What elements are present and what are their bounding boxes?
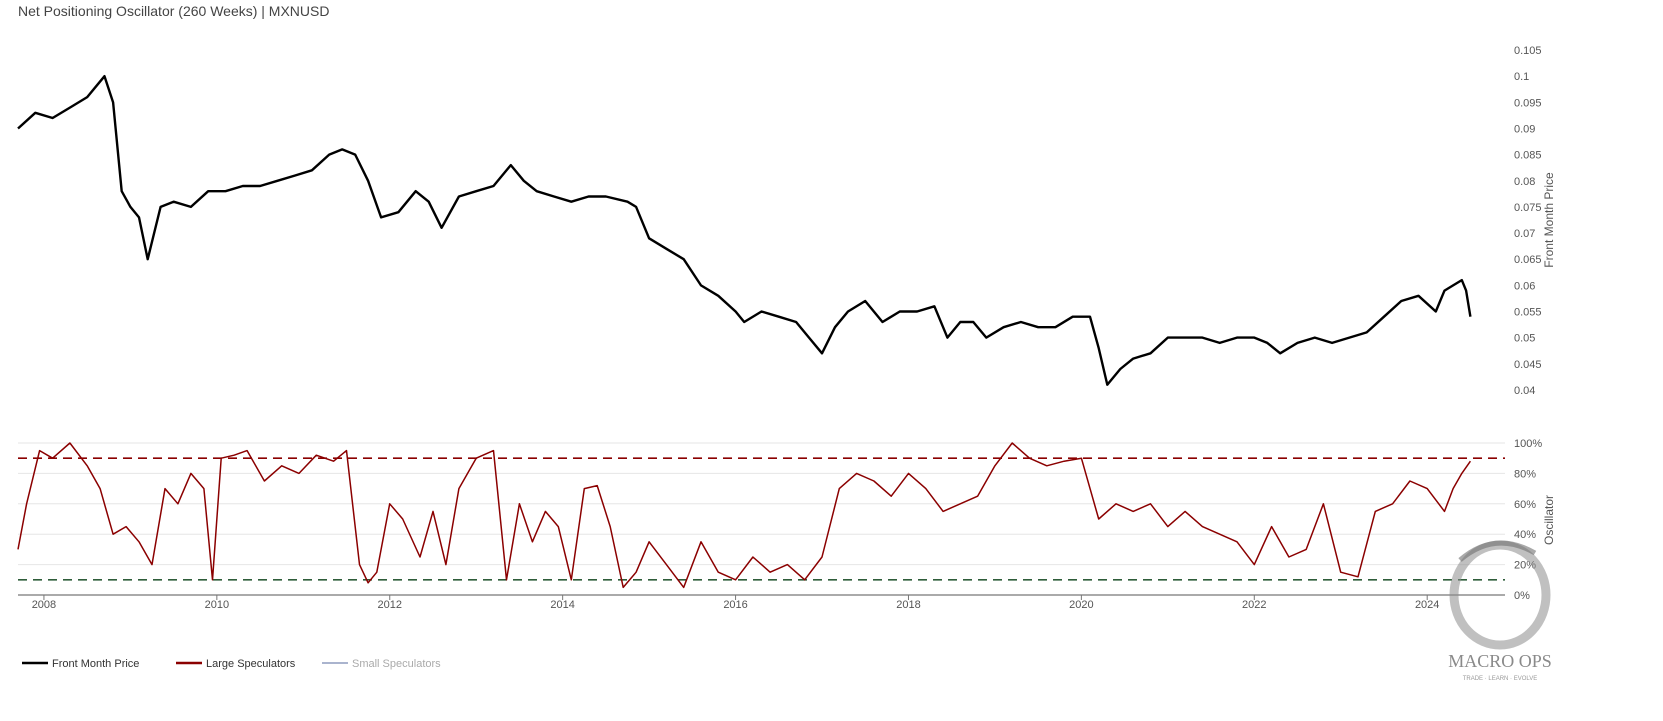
price-panel: 0.04 0.045 0.05 0.055 0.06 0.065 0.07 0.075 0.08… <box>17 45 1556 397</box>
price-y-tick: 0.06 <box>1514 280 1535 292</box>
logo-tagline: TRADE · LEARN · EVOLVE <box>1463 676 1538 682</box>
legend-item[interactable]: Large Speculators <box>176 658 296 670</box>
price-series-line[interactable] <box>17 75 1472 386</box>
large-speculators-line[interactable] <box>17 442 1472 589</box>
price-y-tick: 0.055 <box>1514 307 1542 319</box>
price-y-tick: 0.075 <box>1514 202 1542 214</box>
x-tick-label: 2014 <box>550 599 574 611</box>
x-tick-label: 2010 <box>205 599 229 611</box>
price-y-tick: 0.045 <box>1514 359 1542 371</box>
x-tick-label: 2018 <box>896 599 920 611</box>
x-tick-label: 2022 <box>1242 599 1266 611</box>
x-tick-label: 2024 <box>1415 599 1439 611</box>
oscillator-y-tick: 40% <box>1514 529 1536 541</box>
x-tick-label: 2020 <box>1069 599 1093 611</box>
legend-item[interactable]: Front Month Price <box>22 658 139 670</box>
oscillator-y-tick: 100% <box>1514 438 1542 450</box>
price-y-tick: 0.085 <box>1514 150 1542 162</box>
legend-label: Small Speculators <box>352 658 441 670</box>
price-y-tick: 0.08 <box>1514 176 1535 188</box>
price-y-tick: 0.05 <box>1514 333 1535 345</box>
price-y-tick: 0.04 <box>1514 385 1535 397</box>
legend-label: Front Month Price <box>52 658 139 670</box>
price-y-tick: 0.105 <box>1514 45 1542 57</box>
price-y-tick: 0.1 <box>1514 71 1529 83</box>
x-tick-label: 2008 <box>32 599 56 611</box>
x-tick-label: 2016 <box>723 599 747 611</box>
price-y-tick: 0.095 <box>1514 97 1542 109</box>
oscillator-y-tick: 0% <box>1514 590 1530 602</box>
chart-title: Net Positioning Oscillator (260 Weeks) |… <box>18 3 330 19</box>
x-tick-label: 2012 <box>378 599 402 611</box>
oscillator-y-tick: 80% <box>1514 468 1536 480</box>
oscillator-y-tick: 60% <box>1514 499 1536 511</box>
legend-item[interactable]: Small Speculators <box>322 658 441 670</box>
price-y-tick: 0.07 <box>1514 228 1535 240</box>
x-axis: 2008 2010 2012 2014 2016 2018 2020 2022 2024 <box>32 595 1439 611</box>
price-y-tick: 0.065 <box>1514 254 1542 266</box>
legend: Front Month Price Large Speculators Small … <box>22 658 441 670</box>
price-y-axis-label: Front Month Price <box>1542 172 1556 268</box>
legend-label: Large Speculators <box>206 658 296 670</box>
macro-ops-logo: MACRO OPS TRADE · LEARN · EVOLVE <box>1448 540 1552 682</box>
oscillator-y-axis-label: Oscillator <box>1542 495 1556 545</box>
price-y-tick: 0.09 <box>1514 124 1535 136</box>
logo-wordmark: MACRO OPS <box>1448 651 1552 671</box>
oscillator-panel: 0%20%40%60%80%100%Oscillator <box>17 438 1556 602</box>
